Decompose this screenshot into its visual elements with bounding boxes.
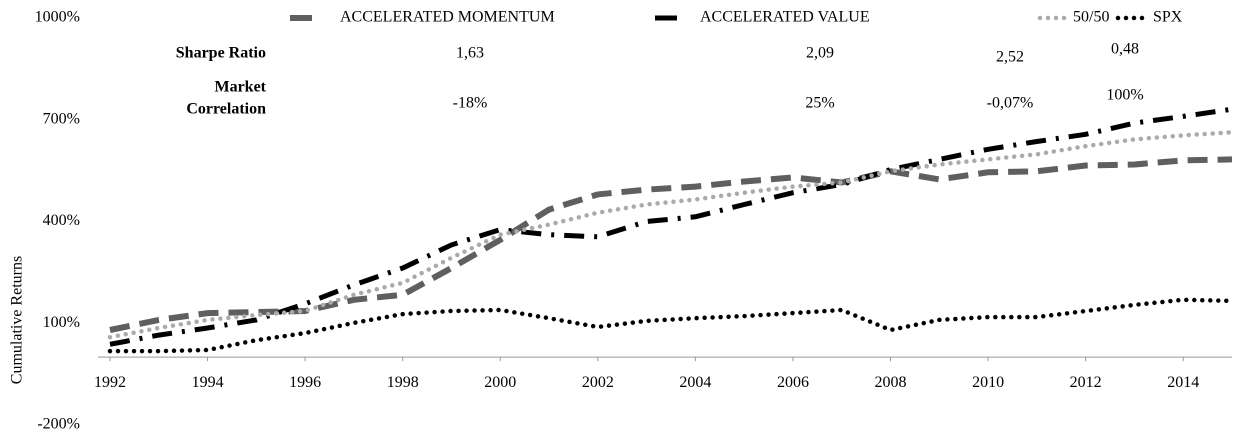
x-tick-label: 2014 [1167,374,1199,391]
x-tick-label: 2012 [1070,374,1102,391]
series-line [107,130,1235,340]
stats-row-label: Sharpe Ratio [176,45,266,62]
stats-value: -18% [453,95,488,112]
series-line [109,106,1233,347]
legend-label: 50/50 [1073,9,1109,26]
stats-value: 100% [1106,87,1143,104]
x-tick-label: 2004 [679,374,711,391]
stats-value: 1,63 [456,45,484,62]
x-tick-label: 1998 [387,374,419,391]
stats-value: 0,48 [1111,41,1139,58]
x-tick-label: 2010 [972,374,1004,391]
y-axis-title: Cumulative Returns [9,256,26,384]
x-tick-label: 2006 [777,374,809,391]
series-line [107,297,1235,354]
y-tick-label: 400% [43,212,80,229]
legend-label: SPX [1153,9,1183,26]
stats-value: 25% [805,95,834,112]
y-tick-label: 1000% [35,9,80,26]
stats-value: -0,07% [987,95,1034,112]
stats-value: 2,52 [996,49,1024,66]
stats-value: 2,09 [806,45,834,62]
series-line [109,156,1233,333]
y-tick-label: -200% [37,416,80,433]
x-tick-label: 2000 [484,374,516,391]
x-tick-label: 2008 [875,374,907,391]
legend-label: ACCELERATED MOMENTUM [340,9,555,26]
x-tick-label: 1994 [192,374,224,391]
stats-row-label: Correlation [186,101,266,118]
stats-row-label: Market [214,79,266,96]
x-tick-label: 1996 [289,374,321,391]
x-tick-label: 1992 [94,374,126,391]
y-tick-label: 700% [43,110,80,127]
legend-label: ACCELERATED VALUE [700,9,870,26]
y-tick-label: 100% [43,314,80,331]
x-tick-label: 2002 [582,374,614,391]
